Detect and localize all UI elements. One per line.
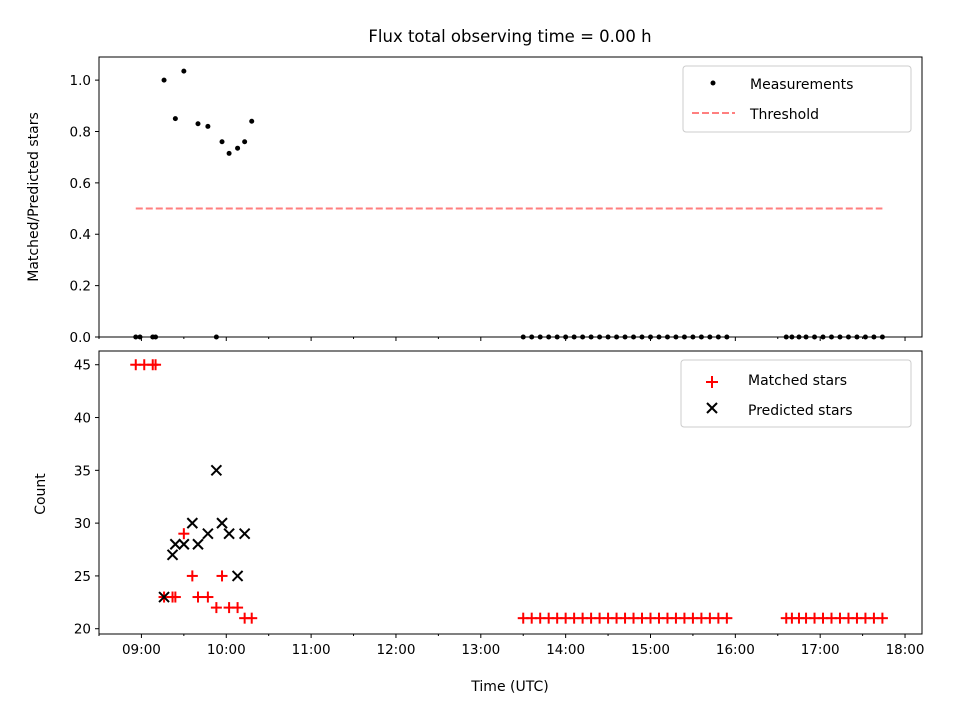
top-legend: Measurements Threshold	[682, 65, 912, 133]
x-tick-label: 13:00	[461, 642, 500, 658]
top-y-tick-label: 0.8	[70, 124, 91, 140]
predicted-point	[238, 527, 251, 540]
legend-measurement-marker	[710, 80, 716, 86]
predicted-point	[169, 538, 182, 550]
measurement-point	[161, 77, 167, 83]
matched-point	[721, 612, 733, 624]
measurement-point	[195, 121, 201, 127]
matched-point	[210, 602, 222, 614]
matched-point	[186, 570, 198, 582]
x-tick-label: 14:00	[546, 642, 585, 658]
matched-point	[202, 591, 214, 603]
bottom-axis: 20 25 30 35 40 45 09:00 10:00 11:00 12:00 13:00 14:…	[74, 358, 925, 658]
top-legend-box	[682, 65, 912, 133]
measurement-point	[219, 139, 225, 145]
measurement-point	[242, 139, 248, 145]
legend-matched-label: Matched stars	[748, 373, 847, 389]
bottom-marks	[130, 359, 888, 624]
measurement-point	[249, 118, 255, 124]
predicted-point	[223, 527, 235, 540]
bottom-legend: Matched stars Predicted stars	[680, 359, 912, 428]
predicted-point	[158, 591, 170, 603]
x-axis-label: Time (UTC)	[470, 679, 548, 695]
legend-measurements-label: Measurements	[750, 77, 853, 93]
bottom-y-tick-label: 30	[74, 516, 91, 532]
matched-point	[150, 359, 162, 371]
bottom-y-tick-label: 40	[74, 411, 91, 427]
x-tick-label: 16:00	[716, 642, 755, 658]
top-y-tick-label: 0.2	[70, 279, 91, 295]
matched-point	[876, 612, 888, 624]
top-y-tick-label: 0.4	[70, 227, 91, 243]
x-tick-label: 18:00	[886, 642, 925, 658]
matched-point	[169, 591, 181, 603]
predicted-point	[210, 464, 223, 477]
predicted-point	[216, 517, 228, 529]
matched-point	[232, 602, 244, 614]
bottom-legend-box	[680, 359, 912, 428]
matched-point	[178, 528, 190, 540]
top-y-axis-label: Matched/Predicted stars	[26, 112, 42, 282]
bottom-panel: 20 25 30 35 40 45 09:00 10:00 11:00 12:00 13:00 14:…	[33, 350, 925, 695]
x-tick-label: 11:00	[292, 642, 331, 658]
x-tick-label: 10:00	[207, 642, 246, 658]
measurement-point	[235, 145, 241, 151]
top-axis: 0.0 0.2 0.4 0.6 0.8 1.0	[70, 73, 906, 346]
x-tick-label: 12:00	[377, 642, 416, 658]
bottom-y-tick-label: 25	[74, 569, 91, 585]
x-tick-label: 15:00	[631, 642, 670, 658]
top-marks	[133, 68, 885, 340]
measurement-point	[226, 150, 232, 156]
bottom-plot-frame	[98, 350, 923, 635]
predicted-point	[178, 538, 190, 550]
legend-threshold-label: Threshold	[749, 107, 819, 123]
top-y-tick-label: 1.0	[70, 73, 91, 89]
measurement-point	[181, 68, 187, 74]
top-panel: 0.0 0.2 0.4 0.6 0.8 1.0 Matched/Predicted sta…	[26, 56, 923, 346]
bottom-y-tick-label: 35	[74, 463, 91, 479]
x-tick-label: 17:00	[801, 642, 840, 658]
bottom-y-axis-label: Count	[33, 473, 49, 515]
predicted-point	[166, 549, 179, 561]
chart-title: Flux total observing time = 0.00 h	[368, 27, 651, 46]
measurement-point	[172, 116, 178, 122]
legend-matched-marker	[706, 376, 718, 388]
top-y-tick-label: 0.0	[70, 330, 91, 346]
matched-point	[246, 612, 258, 624]
measurement-point	[205, 123, 211, 129]
bottom-y-tick-label: 20	[74, 622, 91, 638]
legend-predicted-marker	[706, 402, 718, 414]
predicted-point	[192, 538, 204, 550]
predicted-point	[202, 527, 214, 540]
predicted-point	[231, 570, 244, 582]
predicted-point	[186, 517, 199, 529]
top-y-tick-label: 0.6	[70, 176, 91, 192]
matched-point	[216, 570, 228, 582]
top-plot-frame	[98, 56, 923, 338]
bottom-y-tick-label: 45	[74, 358, 91, 374]
x-tick-label: 09:00	[122, 642, 161, 658]
legend-predicted-label: Predicted stars	[748, 403, 853, 419]
matched-point	[192, 591, 204, 603]
